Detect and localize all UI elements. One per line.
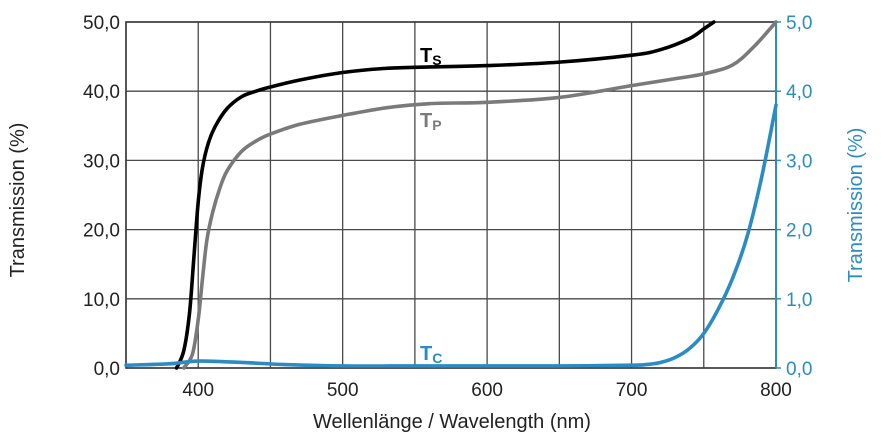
series-label-subscript: S bbox=[432, 52, 441, 68]
x-tick-label: 700 bbox=[616, 380, 648, 401]
series-line-tc bbox=[124, 103, 778, 368]
series-label-tc: TC bbox=[420, 343, 442, 366]
y-axis-title-right: Transmission (%) bbox=[845, 128, 867, 283]
y-tick-label-left: 20,0 bbox=[83, 221, 120, 242]
series-label-main: T bbox=[420, 110, 432, 132]
y-axis-title-left: Transmission (%) bbox=[7, 123, 29, 278]
series-line-tp bbox=[181, 20, 778, 370]
series-label-subscript: P bbox=[432, 117, 441, 133]
series-label-main: T bbox=[420, 343, 432, 365]
y-tick-label-left: 10,0 bbox=[83, 290, 120, 311]
y-tick-label-right: 1,0 bbox=[786, 290, 812, 311]
y-tick-label-right: 4,0 bbox=[786, 82, 812, 103]
x-tick-label: 400 bbox=[182, 380, 214, 401]
x-axis-title: Wellenlänge / Wavelength (nm) bbox=[313, 411, 591, 433]
y-tick-label-left: 40,0 bbox=[83, 82, 120, 103]
y-tick-label-left: 50,0 bbox=[83, 13, 120, 34]
y-tick-label-right: 3,0 bbox=[786, 151, 812, 172]
series-label-ts: TS bbox=[420, 45, 442, 68]
x-tick-label: 500 bbox=[327, 380, 359, 401]
y-tick-label-left: 30,0 bbox=[83, 151, 120, 172]
y-tick-label-right: 5,0 bbox=[786, 13, 812, 34]
y-tick-label-right: 0,0 bbox=[786, 359, 812, 380]
y-tick-label-right: 2,0 bbox=[786, 221, 812, 242]
series-label-tp: TP bbox=[420, 110, 442, 133]
series-line-ts bbox=[174, 20, 716, 370]
series-label-subscript: C bbox=[432, 350, 442, 366]
series-label-main: T bbox=[420, 45, 432, 67]
x-tick-label: 600 bbox=[471, 380, 503, 401]
axes: 0,0 10,0 20,0 30,0 40,0 50,0 0,0 1,0 2,0 3,0 4,0 5,… bbox=[83, 13, 812, 401]
series-group bbox=[124, 20, 778, 370]
y-tick-label-left: 0,0 bbox=[94, 359, 120, 380]
x-tick-label: 800 bbox=[760, 380, 792, 401]
